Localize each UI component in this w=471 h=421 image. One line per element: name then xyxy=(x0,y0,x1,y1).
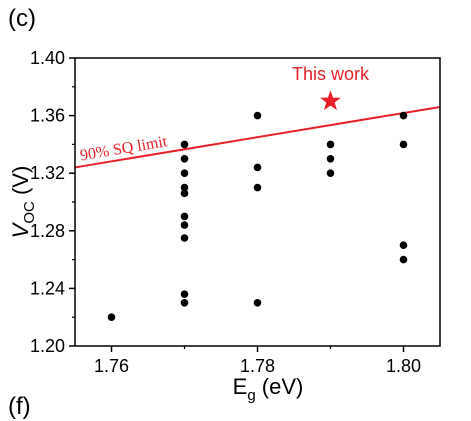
y-axis-symbol: V xyxy=(8,221,33,238)
data-point xyxy=(399,241,408,249)
data-point xyxy=(326,169,335,177)
data-point xyxy=(399,140,408,149)
data-point xyxy=(180,183,189,192)
x-axis-title: Eg (eV) xyxy=(233,374,304,404)
y-axis-subscript: OC xyxy=(21,201,38,224)
data-point xyxy=(180,140,189,149)
this-work-star-point xyxy=(320,90,341,111)
y-axis-title: VOC (V) xyxy=(8,166,38,239)
data-point xyxy=(399,111,408,120)
y-tick-label: 1.20 xyxy=(30,336,65,356)
data-point xyxy=(253,299,262,307)
x-axis-unit: (eV) xyxy=(256,374,304,399)
panel-label-top: (c) xyxy=(8,5,36,32)
panel-label-bottom: (f) xyxy=(8,393,31,420)
data-point xyxy=(399,255,408,264)
reference-line-layer xyxy=(74,105,441,169)
data-point xyxy=(180,212,189,221)
x-tick-label: 1.80 xyxy=(386,356,421,376)
x-axis-subscript: g xyxy=(247,387,255,404)
data-point xyxy=(180,169,189,177)
x-tick-label: 1.76 xyxy=(94,356,129,376)
y-tick-label: 1.28 xyxy=(30,221,65,241)
data-point xyxy=(253,163,262,172)
data-point xyxy=(180,290,189,298)
data-point xyxy=(180,299,189,307)
sq-limit-line xyxy=(74,105,441,169)
data-point xyxy=(253,111,262,120)
y-tick-label: 1.36 xyxy=(30,106,65,126)
data-point xyxy=(253,183,262,192)
y-axis-unit: (V) xyxy=(8,166,33,201)
data-point-layer xyxy=(107,90,408,322)
this-work-label: This work xyxy=(292,64,370,84)
y-tick-label: 1.32 xyxy=(30,163,65,183)
data-point xyxy=(180,155,189,163)
x-axis-symbol: E xyxy=(233,374,248,399)
data-point xyxy=(326,155,335,163)
data-point xyxy=(326,140,335,149)
data-point xyxy=(180,221,189,229)
data-point xyxy=(180,234,189,242)
data-point xyxy=(107,313,116,322)
y-tick-label: 1.24 xyxy=(30,278,65,298)
axis-ticks: 1.76 1.78 1.80 1.20 1.24 1.28 1.32 1.36 1.40 xyxy=(30,48,421,376)
data-point xyxy=(180,189,189,198)
y-tick-label: 1.40 xyxy=(30,48,65,68)
x-tick-label: 1.78 xyxy=(240,356,275,376)
